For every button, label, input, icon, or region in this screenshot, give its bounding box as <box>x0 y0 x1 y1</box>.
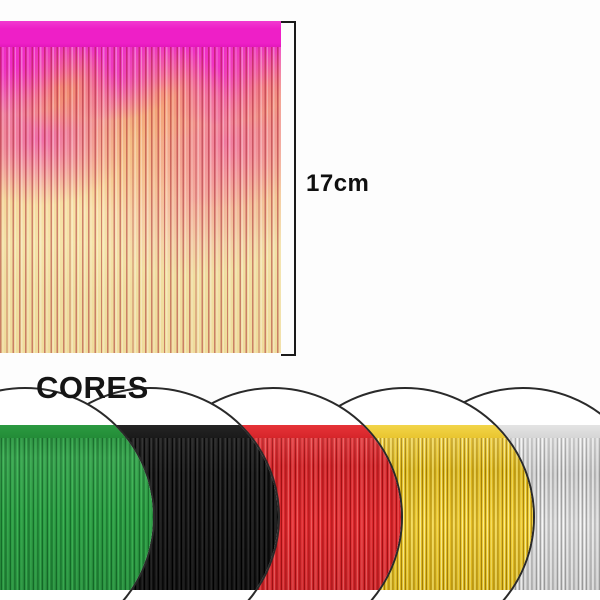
measurement-bracket-bottom-tick <box>281 354 296 356</box>
measurement-bracket-top-tick <box>281 21 296 23</box>
colors-section-title: CORES <box>36 370 149 405</box>
green-fringe-band <box>0 425 153 590</box>
measurement-bracket-vertical-line <box>294 21 296 356</box>
fringe-top-fold-band <box>0 21 281 47</box>
fringe-strips <box>0 47 281 353</box>
height-measurement-label: 17cm <box>306 170 370 197</box>
fringe-curtain-product-image <box>0 21 281 353</box>
